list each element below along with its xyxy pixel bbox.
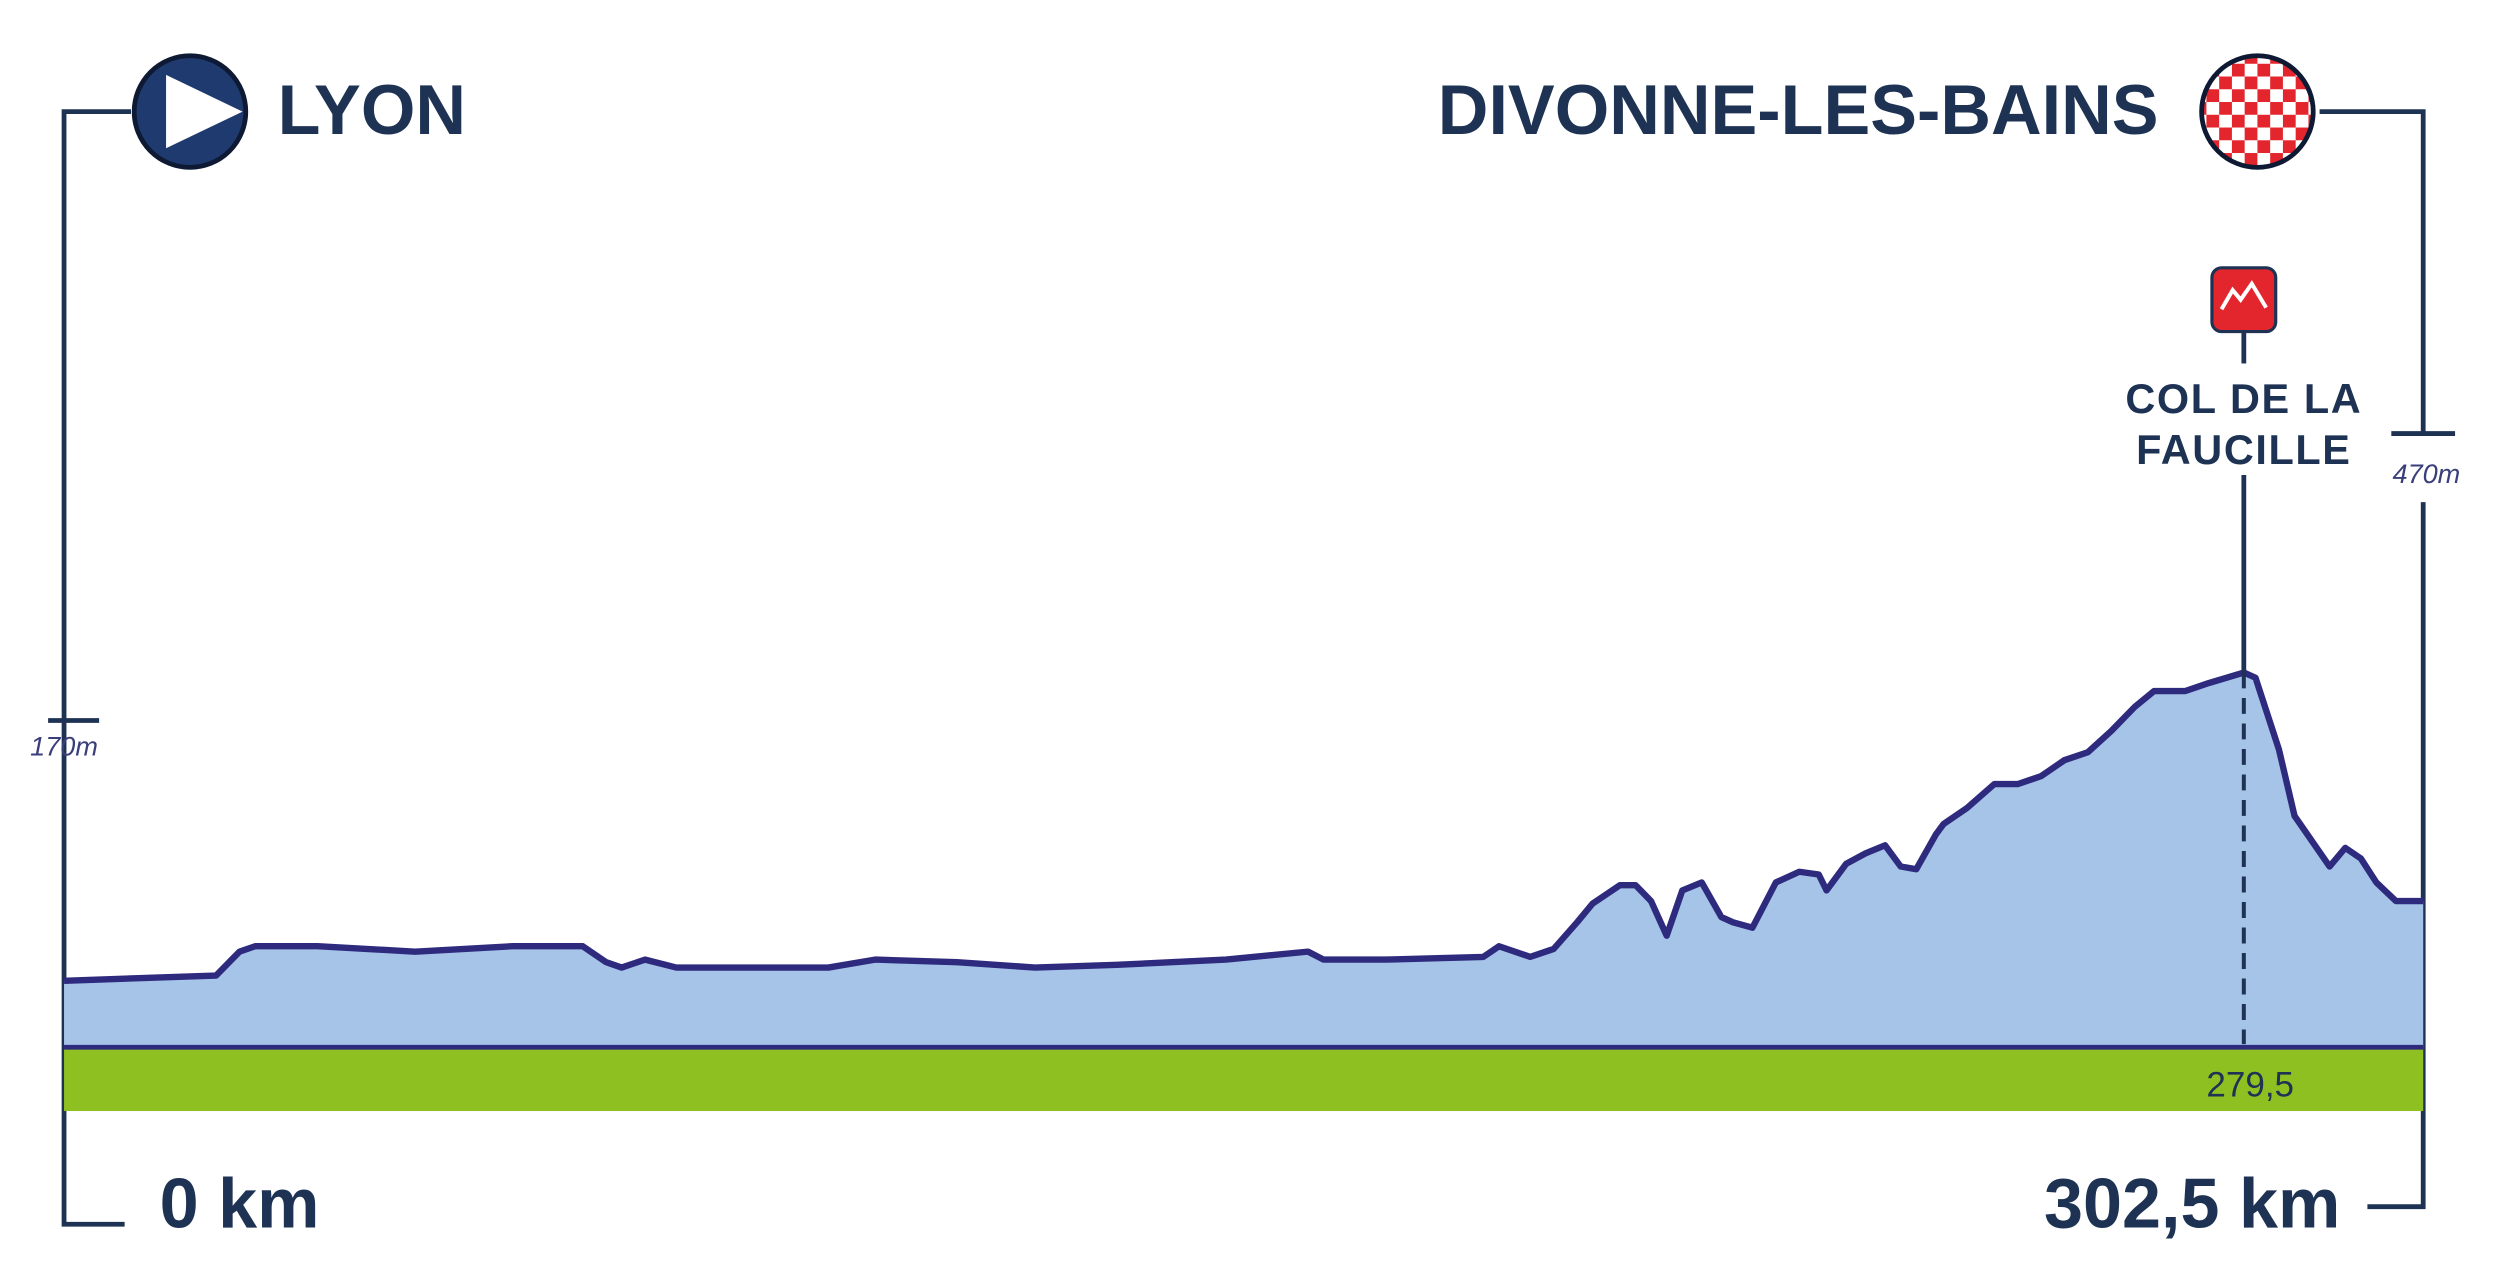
start-name: LYON: [278, 71, 466, 149]
profile-line: [63, 669, 2424, 984]
climb-icon: [2210, 266, 2278, 334]
frame: [48, 109, 2456, 1227]
start-icon: [131, 53, 249, 170]
x-tick-label: 302,5 km: [2044, 1164, 2340, 1242]
finish-altitude: 470m: [2393, 458, 2461, 489]
climb-km: 279,5: [2206, 1066, 2294, 1105]
right-frame-top: [2319, 109, 2426, 434]
left-frame: [61, 109, 131, 1227]
start-altitude: 170m: [30, 731, 98, 762]
climb-icon-glyph: [2219, 280, 2268, 311]
right-frame-bottom: [2367, 502, 2426, 1210]
x-tick-label: 0 km: [160, 1164, 320, 1242]
climb-name: FAUCILLE: [2136, 426, 2351, 473]
ground: [64, 1047, 2424, 1112]
profile-area: [64, 672, 2424, 1048]
climb-name: COL DE LA: [2125, 375, 2362, 422]
finish-name: DIVONNE-LES-BAINS: [1438, 71, 2159, 149]
finish-icon: [2199, 53, 2316, 170]
